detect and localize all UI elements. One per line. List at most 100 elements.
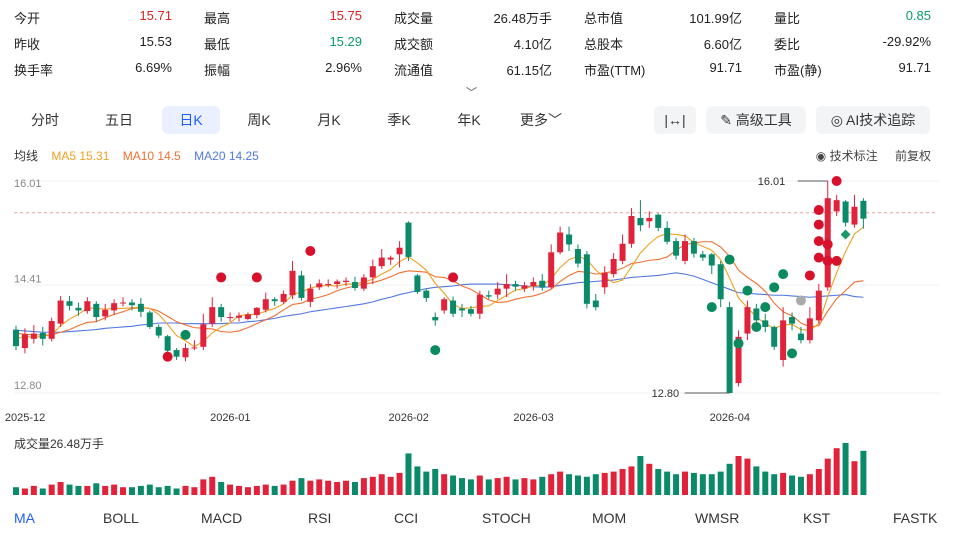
kline-chart[interactable]: 16.01 14.41 12.80 16.01 12.80 2025-12 2026-01 2… [0,165,955,510]
ma-legend-title: 均线 [14,149,39,163]
x-tick-label: 2026-04 [710,412,750,424]
volume-bar [476,475,483,495]
tab-5[interactable]: 季K [387,112,411,128]
signal-dot [742,285,753,296]
candle-body [833,200,840,212]
indicator-cci[interactable]: CCI [394,510,419,526]
volume-bar [842,443,849,495]
candle-body [75,307,82,311]
signal-dot [831,255,842,266]
adjust-select[interactable]: 前复权 [894,149,931,163]
stat-label: 委比 [774,37,801,52]
tab-3[interactable]: 周K [247,112,271,128]
volume-bar [378,474,385,495]
volume-bar [432,469,439,495]
volume-bar [833,448,840,495]
indicator-ma[interactable]: MA [14,510,35,526]
volume-bar [387,476,394,495]
candle-body [780,320,787,360]
candle-body [637,217,644,226]
x-tick-label: 2026-01 [210,412,250,424]
annotate-toggle[interactable]: ◉ 技术标注 [802,149,878,163]
y-tick-label: 14.41 [14,274,42,286]
volume-bar [13,487,19,495]
candle-body [120,302,127,304]
volume-bar [137,485,144,495]
chevron-down-icon[interactable]: ﹀ [466,87,477,99]
candle-body [744,307,751,334]
stat-label: 总股本 [584,37,624,52]
volume-bar [191,487,198,495]
volume-bar [682,471,688,495]
tab-1[interactable]: 五日 [105,112,133,128]
candle-body [530,282,537,287]
volume-bar [111,484,118,495]
tab-6[interactable]: 年K [457,112,481,128]
volume-bar [521,478,528,495]
volume-bar [771,474,778,495]
eye-icon: ◉ [815,149,827,163]
tab-7[interactable]: 更多﹀ [520,112,562,128]
signal-dot [448,272,459,283]
volume-bar [806,474,813,495]
annotate-label: 技术标注 [829,149,878,163]
candle-body [351,282,358,288]
candle-body [209,307,216,324]
volume-bar [262,484,269,495]
signal-dot [795,295,806,306]
advanced-tools-button[interactable]: ✎ 高级工具 [706,106,806,134]
stat-label: 振幅 [204,63,231,78]
candle-body [253,307,260,316]
ai-tracking-button[interactable]: ◎ AI技术追踪 [816,106,930,134]
tab-2[interactable]: 日K [162,106,220,134]
stat-value: 15.29 [329,34,362,49]
indicator-wmsr[interactable]: WMSR [695,510,740,526]
volume-bar [601,472,608,495]
indicator-rsi[interactable]: RSI [308,510,332,526]
candle-body [512,284,519,287]
volume-bar [512,479,519,495]
volume-bar [146,484,153,495]
fit-width-button[interactable]: |↔| [654,106,696,134]
stat-label: 市盈(静) [774,63,822,78]
volume-bar [566,474,573,495]
candle-body [137,303,144,312]
candle-body [102,309,109,317]
candle-body [227,317,234,319]
tab-0[interactable]: 分时 [31,112,59,128]
volume-bar [414,466,421,495]
indicator-macd[interactable]: MACD [201,510,243,526]
indicator-stoch[interactable]: STOCH [482,510,531,526]
indicator-mom[interactable]: MOM [592,510,627,526]
volume-bar [218,482,225,495]
volume-bar [539,476,546,495]
stat-value: 0.85 [905,8,931,23]
candle-body [753,308,760,321]
stat-item: 最高 15.75 [204,8,362,27]
candle-body [664,227,671,242]
indicator-boll[interactable]: BOLL [103,510,139,526]
volume-bar [673,474,680,495]
stat-item: 今开 15.71 [14,8,172,27]
candle-body [316,283,323,288]
candle-body [244,314,251,320]
stat-value: 61.15亿 [506,63,552,78]
indicator-kst[interactable]: KST [803,510,831,526]
volume-bar [655,469,662,495]
candle-body [48,321,55,339]
candle-body [566,234,573,245]
candle-body [325,284,332,286]
volume-bar [369,476,376,495]
volume-bar [583,476,590,495]
stat-value: 6.60亿 [703,37,742,52]
candle-body [467,309,474,314]
signal-dot [778,269,789,280]
indicator-fastk[interactable]: FASTK [893,510,938,526]
volume-bar [271,485,278,495]
volume-bar [628,466,635,495]
stat-item: 量比 0.85 [774,8,931,27]
stat-label: 最低 [204,37,231,52]
tab-4[interactable]: 月K [317,112,341,128]
volume-bar [780,472,787,495]
candle-body [726,307,733,393]
